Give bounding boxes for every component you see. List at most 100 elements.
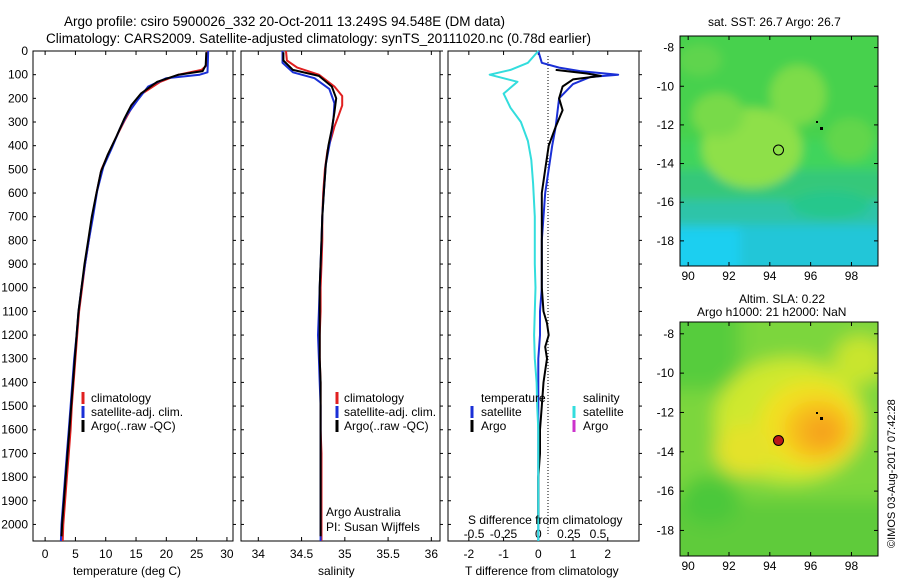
s-diff-axis-label: S difference from climatology <box>468 513 623 527</box>
depth-tick-label: 400 <box>8 139 28 153</box>
salinity-legend: climatology satellite-adj. clim. Argo(..… <box>335 391 436 433</box>
x-tick-label: 0 <box>42 547 49 561</box>
x-tick-label: 34 <box>252 547 266 561</box>
map-x-tick-label: 90 <box>681 559 695 573</box>
legend-label-argo: Argo(..raw -QC) <box>91 419 176 433</box>
series-satellite-adj-clim <box>59 50 210 542</box>
sst-map-frame <box>679 35 879 267</box>
depth-tick-label: 100 <box>8 68 28 82</box>
legend-label-s-satellite: satellite <box>583 405 624 419</box>
depth-tick-label: 700 <box>8 210 28 224</box>
x-tick-label: 0 <box>535 547 542 561</box>
depth-tick-label: 900 <box>8 257 28 271</box>
series-t-satellite <box>537 50 620 541</box>
depth-tick-label: 1400 <box>1 375 28 389</box>
x-tick-label: 30 <box>220 547 234 561</box>
series-s-satellite <box>488 50 540 541</box>
depth-tick-label: 1700 <box>1 446 28 460</box>
x-tick-label: 35.5 <box>376 547 400 561</box>
sst-map-axes: 90 92 94 96 98 -8 -10 -12 -14 -16 -18 <box>657 36 878 283</box>
legend-label-climatology: climatology <box>91 391 151 405</box>
track-point <box>820 127 823 130</box>
sla-map-title-line2: Argo h1000: 21 h2000: NaN <box>697 305 846 319</box>
series-argo-raw-qc <box>60 52 208 537</box>
depth-tick-label: 1200 <box>1 328 28 342</box>
map-y-tick-label: -14 <box>657 445 675 459</box>
map-y-tick-label: -10 <box>657 366 675 380</box>
x-tick-label: 5 <box>72 547 79 561</box>
depth-tick-label: 300 <box>8 115 28 129</box>
map-x-tick-label: 90 <box>681 269 695 283</box>
x-tick-label: 36 <box>425 547 439 561</box>
map-y-tick-label: -12 <box>657 118 675 132</box>
t-diff-axis-label: T difference from climatology <box>465 564 619 578</box>
map-y-tick-label: -18 <box>657 234 675 248</box>
salinity-x-axis: 34 34.5 35 35.5 36 <box>252 51 439 561</box>
legend-label-t-argo: Argo <box>481 419 507 433</box>
map-y-tick-label: -8 <box>663 327 674 341</box>
series-satellite-adj-clim <box>281 51 336 541</box>
difference-panel <box>447 50 640 542</box>
map-y-tick-label: -10 <box>657 79 675 93</box>
salinity-axis-label: salinity <box>318 564 355 578</box>
argo-location-marker <box>773 435 784 446</box>
difference-series <box>488 50 620 541</box>
map-x-tick-label: 98 <box>845 559 859 573</box>
series-climatology <box>285 50 344 541</box>
series-climatology <box>61 50 209 542</box>
temperature-panel <box>32 50 234 542</box>
temperature-x-axis: 0 5 10 15 20 25 30 <box>42 51 234 561</box>
depth-tick-label: 500 <box>8 162 28 176</box>
temperature-legend: climatology satellite-adj. clim. Argo(..… <box>81 391 183 433</box>
map-x-tick-label: 92 <box>722 269 736 283</box>
depth-tick-label: 0 <box>21 44 28 58</box>
temperature-series <box>59 50 210 542</box>
series-t-argo <box>537 68 602 525</box>
depth-tick-label: 1500 <box>1 399 28 413</box>
map-x-tick-label: 94 <box>763 269 777 283</box>
depth-tick-label: 1300 <box>1 352 28 366</box>
sst-heatmap <box>680 36 878 266</box>
depth-axis: 0 100 200 300 400 500 600 700 800 900 1000 1100 1200… <box>1 44 642 531</box>
s-diff-tick-label: 0.25 <box>557 527 581 541</box>
figure-title-line2: Climatology: CARS2009. Satellite-adjuste… <box>46 31 591 46</box>
map-x-tick-label: 92 <box>722 559 736 573</box>
legend-title-salinity: salinity <box>583 391 620 405</box>
x-tick-label: 15 <box>129 547 143 561</box>
depth-tick-label: 1000 <box>1 281 28 295</box>
x-tick-label: 20 <box>160 547 174 561</box>
salinity-panel <box>240 50 441 542</box>
s-diff-tick-label: -0.25 <box>490 527 518 541</box>
legend-title-temperature: temperature <box>481 391 546 405</box>
s-diff-tick-label: -0.5 <box>464 527 485 541</box>
sst-map-title: sat. SST: 26.7 Argo: 26.7 <box>708 15 841 29</box>
depth-tick-label: 2000 <box>1 517 28 531</box>
map-y-tick-label: -14 <box>657 157 675 171</box>
sla-map-frame <box>679 321 879 557</box>
argo-location-marker <box>773 144 784 156</box>
legend-label-argo: Argo(..raw -QC) <box>344 419 429 433</box>
sla-map-axes: 90 92 94 96 98 -8 -10 -12 -14 -16 -18 <box>657 322 878 573</box>
map-y-tick-label: -8 <box>663 41 674 55</box>
legend-label-satellite: satellite-adj. clim. <box>91 405 183 419</box>
x-tick-label: 34.5 <box>290 547 314 561</box>
map-x-tick-label: 94 <box>763 559 777 573</box>
difference-legend: temperature salinity satellite Argo sate… <box>470 391 624 433</box>
x-tick-label: 35 <box>338 547 352 561</box>
credit-text: ©IMOS 03-Aug-2017 07:42:28 <box>886 399 898 548</box>
depth-tick-label: 800 <box>8 233 28 247</box>
legend-label-satellite: satellite-adj. clim. <box>344 405 436 419</box>
legend-label-s-argo: Argo <box>583 419 609 433</box>
legend-label-climatology: climatology <box>344 391 404 405</box>
depth-tick-label: 1100 <box>2 304 28 318</box>
map-y-tick-label: -12 <box>657 405 675 419</box>
track-point <box>816 121 818 123</box>
x-tick-label: 1 <box>570 547 577 561</box>
pi-note-line1: Argo Australia <box>326 505 401 519</box>
map-y-tick-label: -18 <box>657 523 675 537</box>
depth-tick-label: 200 <box>8 91 28 105</box>
x-tick-label: 2 <box>604 547 611 561</box>
s-diff-tick-label: 0.5 <box>590 527 607 541</box>
map-y-tick-label: -16 <box>657 484 675 498</box>
